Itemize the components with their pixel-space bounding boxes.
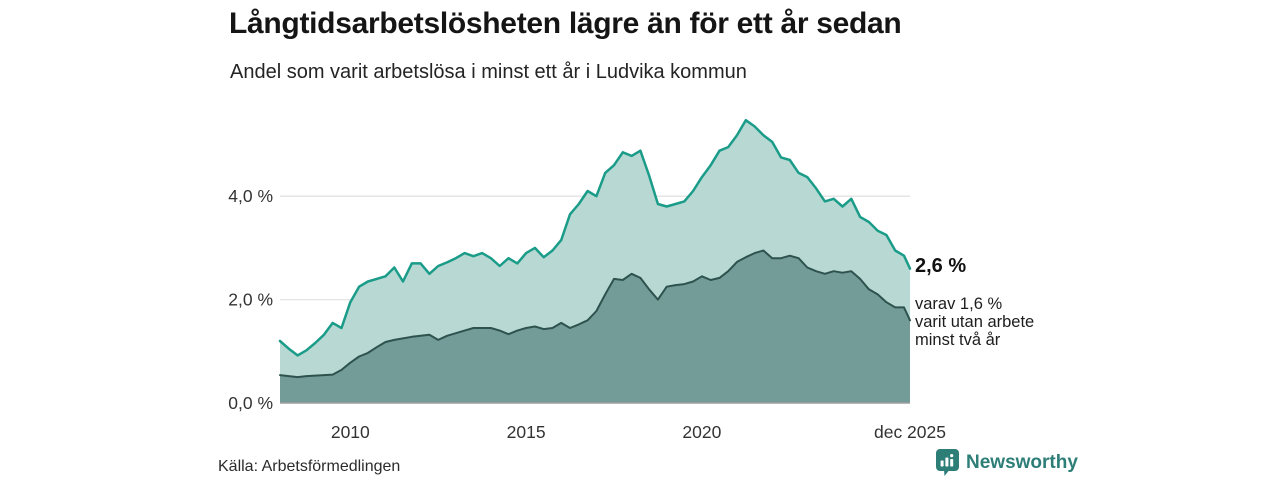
x-tick-label: 2010 [331, 422, 370, 442]
x-tick-label: dec 2025 [874, 422, 946, 442]
x-tick-label: 2020 [682, 422, 721, 442]
newsworthy-logo[interactable]: Newsworthy [936, 449, 1078, 476]
annotation-detail-line: varit utan arbete [915, 313, 1035, 331]
y-tick-label: 2,0 % [228, 290, 273, 310]
newsworthy-bubble-chart-icon [936, 449, 959, 476]
x-tick-label: 2015 [507, 422, 546, 442]
source-text: Källa: Arbetsförmedlingen [218, 458, 401, 475]
area-unemployed_min_two_years [280, 250, 910, 403]
line-unemployed_min_one_year [278, 118, 912, 357]
page-subtitle: Andel som varit arbetslösa i minst ett å… [230, 61, 747, 83]
annotation-detail-line: minst två år [915, 331, 1001, 349]
annotation-latest-value: 2,6 % [915, 255, 967, 277]
page-title: Långtidsarbetslösheten lägre än för ett … [229, 7, 902, 40]
newsworthy-wordmark: Newsworthy [966, 451, 1078, 473]
y-tick-label: 0,0 % [228, 393, 273, 413]
line-unemployed_min_two_years [279, 249, 911, 379]
annotation-detail-line: varav 1,6 % [915, 295, 1003, 313]
annotation-detail: varav 1,6 % varit utan arbete minst två … [915, 295, 1034, 349]
y-tick-label: 4,0 % [228, 186, 273, 206]
